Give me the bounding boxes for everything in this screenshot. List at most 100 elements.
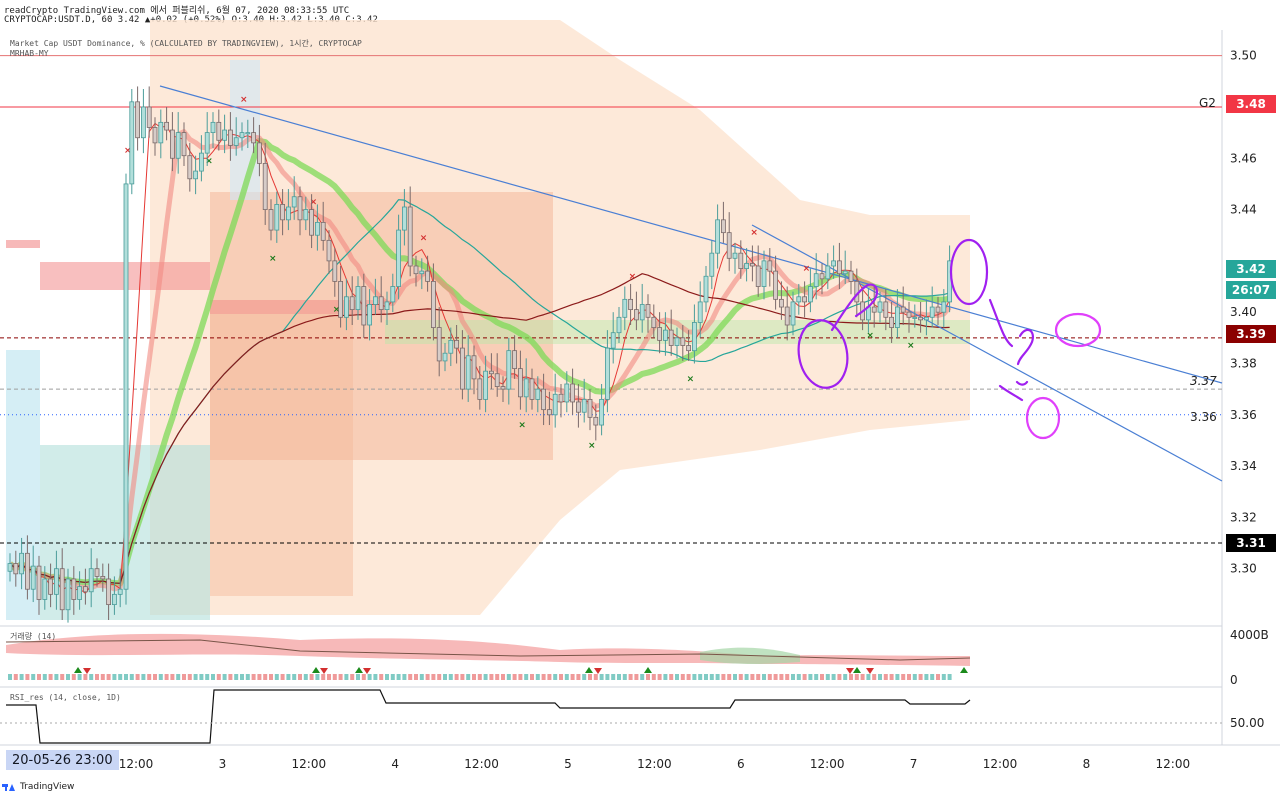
candle[interactable] bbox=[488, 370, 494, 375]
candle[interactable] bbox=[738, 252, 744, 269]
candle[interactable] bbox=[129, 101, 135, 185]
candle[interactable] bbox=[88, 568, 94, 593]
candle[interactable] bbox=[158, 121, 164, 144]
candle[interactable] bbox=[100, 575, 106, 580]
candle[interactable] bbox=[692, 322, 697, 352]
candle[interactable] bbox=[430, 280, 436, 328]
candle[interactable] bbox=[297, 196, 303, 221]
candle[interactable] bbox=[564, 383, 570, 403]
candle[interactable] bbox=[581, 398, 587, 413]
candle[interactable] bbox=[262, 162, 268, 210]
candle[interactable] bbox=[709, 252, 715, 277]
trendline-upper[interactable] bbox=[159, 85, 1223, 384]
candle[interactable] bbox=[767, 260, 773, 272]
candle[interactable] bbox=[112, 593, 117, 606]
candle[interactable] bbox=[117, 588, 123, 595]
candle[interactable] bbox=[222, 129, 228, 141]
candle[interactable] bbox=[628, 298, 633, 311]
g2-price-badge[interactable]: 3.48 bbox=[1226, 95, 1276, 113]
candle[interactable] bbox=[245, 132, 251, 135]
candle[interactable] bbox=[593, 416, 599, 426]
candle[interactable] bbox=[494, 373, 500, 387]
candle[interactable] bbox=[42, 578, 48, 600]
candle[interactable] bbox=[912, 316, 918, 319]
candle[interactable] bbox=[13, 563, 19, 575]
candle[interactable] bbox=[7, 563, 13, 572]
candle[interactable] bbox=[413, 265, 419, 275]
candle[interactable] bbox=[715, 219, 720, 254]
candle[interactable] bbox=[871, 306, 877, 313]
candle[interactable] bbox=[396, 229, 402, 287]
candle[interactable] bbox=[83, 586, 88, 593]
candle[interactable] bbox=[610, 332, 616, 349]
candle[interactable] bbox=[401, 206, 407, 231]
candle[interactable] bbox=[355, 286, 361, 311]
candle[interactable] bbox=[54, 568, 59, 595]
candle[interactable] bbox=[140, 106, 146, 139]
candle[interactable] bbox=[233, 137, 239, 146]
candle[interactable] bbox=[634, 309, 639, 321]
candle[interactable] bbox=[303, 209, 309, 221]
footer-brand[interactable]: TradingView bbox=[20, 782, 75, 792]
candle[interactable] bbox=[274, 204, 280, 231]
candle[interactable] bbox=[500, 386, 506, 390]
candle[interactable] bbox=[71, 578, 77, 600]
candle[interactable] bbox=[877, 301, 883, 313]
candle[interactable] bbox=[726, 232, 732, 259]
candle[interactable] bbox=[454, 339, 460, 349]
candle[interactable] bbox=[146, 106, 152, 128]
candle[interactable] bbox=[256, 142, 262, 164]
candle[interactable] bbox=[819, 273, 825, 280]
candle[interactable] bbox=[193, 170, 199, 180]
candle[interactable] bbox=[900, 306, 906, 313]
candle[interactable] bbox=[425, 270, 431, 282]
candle[interactable] bbox=[825, 265, 831, 280]
candle[interactable] bbox=[587, 398, 593, 418]
candle[interactable] bbox=[889, 316, 894, 328]
candle[interactable] bbox=[755, 265, 761, 287]
candle[interactable] bbox=[152, 127, 158, 144]
candle[interactable] bbox=[645, 304, 651, 318]
candle[interactable] bbox=[384, 301, 390, 311]
candle[interactable] bbox=[680, 337, 686, 346]
candle[interactable] bbox=[773, 270, 778, 300]
candle[interactable] bbox=[77, 586, 82, 600]
ma-band-red[interactable] bbox=[8, 129, 952, 592]
candle[interactable] bbox=[378, 296, 384, 311]
candle[interactable] bbox=[529, 378, 535, 400]
candle[interactable] bbox=[657, 327, 662, 341]
candle[interactable] bbox=[576, 401, 581, 413]
candle[interactable] bbox=[285, 206, 291, 221]
candle[interactable] bbox=[280, 204, 286, 221]
candle[interactable] bbox=[523, 378, 529, 398]
candle[interactable] bbox=[535, 388, 541, 400]
candle[interactable] bbox=[547, 409, 552, 416]
candle[interactable] bbox=[30, 565, 36, 590]
candle[interactable] bbox=[343, 296, 349, 318]
candle[interactable] bbox=[338, 280, 344, 318]
candle[interactable] bbox=[895, 306, 900, 328]
candle[interactable] bbox=[935, 306, 941, 313]
candle[interactable] bbox=[291, 196, 297, 208]
candle[interactable] bbox=[326, 239, 332, 262]
candle[interactable] bbox=[349, 296, 355, 311]
level-331-badge[interactable]: 3.31 bbox=[1226, 534, 1276, 552]
candle[interactable] bbox=[216, 121, 222, 141]
candle[interactable] bbox=[663, 329, 668, 341]
candle[interactable] bbox=[541, 388, 546, 411]
candle[interactable] bbox=[599, 398, 604, 426]
candle[interactable] bbox=[668, 329, 674, 346]
candle[interactable] bbox=[175, 132, 181, 159]
candle[interactable] bbox=[181, 132, 187, 157]
candle[interactable] bbox=[784, 306, 790, 326]
level-339-badge[interactable]: 3.39 bbox=[1226, 325, 1276, 343]
candle[interactable] bbox=[204, 132, 210, 154]
candle[interactable] bbox=[436, 327, 442, 362]
candle[interactable] bbox=[390, 286, 396, 303]
candle[interactable] bbox=[123, 183, 129, 590]
candle[interactable] bbox=[616, 316, 622, 334]
candle[interactable] bbox=[813, 273, 819, 287]
candle[interactable] bbox=[187, 155, 193, 180]
candle[interactable] bbox=[924, 316, 929, 321]
